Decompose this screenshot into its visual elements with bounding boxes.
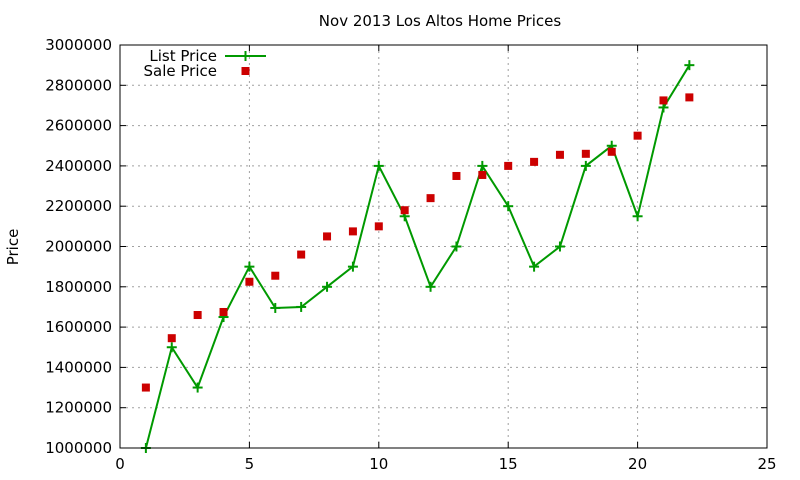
sale-price-point bbox=[555, 150, 564, 159]
list-price-point bbox=[554, 241, 565, 252]
y-tick-label: 3000000 bbox=[45, 36, 112, 54]
list-price-point bbox=[580, 160, 591, 171]
sale-price-point bbox=[581, 149, 590, 158]
y-tick-label: 1000000 bbox=[45, 439, 112, 457]
list-price-point bbox=[166, 342, 177, 353]
sale-price-point bbox=[323, 232, 332, 241]
sale-price-point bbox=[530, 157, 539, 166]
y-tick-label: 2200000 bbox=[45, 197, 112, 215]
list-price-point bbox=[244, 261, 255, 272]
list-price-point bbox=[347, 261, 358, 272]
x-tick-label: 25 bbox=[757, 455, 776, 473]
legend-swatch-list-price bbox=[225, 51, 266, 61]
list-price-point bbox=[296, 301, 307, 312]
list-price-point bbox=[632, 211, 643, 222]
series-sale-price bbox=[141, 93, 694, 392]
sale-price-point bbox=[297, 250, 306, 259]
y-tick-label: 2800000 bbox=[45, 76, 112, 94]
series-list-price bbox=[140, 60, 695, 453]
axis-ticks: 0 5 10 15 20 25 1000000 1200000 1400000 1600000 18… bbox=[45, 36, 776, 473]
legend-label-list-price: List Price bbox=[149, 47, 217, 65]
list-price-point bbox=[529, 261, 540, 272]
legend-label-sale-price: Sale Price bbox=[144, 62, 217, 80]
sale-price-point bbox=[633, 131, 642, 140]
list-price-line bbox=[144, 64, 691, 449]
list-price-point bbox=[192, 382, 203, 393]
y-tick-label: 2000000 bbox=[45, 238, 112, 256]
sale-price-point bbox=[659, 96, 668, 105]
y-tick-label: 1200000 bbox=[45, 399, 112, 417]
sale-price-point bbox=[348, 227, 357, 236]
sale-price-point bbox=[452, 171, 461, 180]
list-price-point bbox=[477, 160, 488, 171]
sale-price-point bbox=[607, 147, 616, 156]
sale-price-point bbox=[685, 93, 694, 102]
y-tick-label: 1600000 bbox=[45, 318, 112, 336]
list-price-point bbox=[270, 302, 281, 313]
sale-price-point bbox=[271, 271, 280, 280]
sale-price-point bbox=[193, 311, 202, 320]
sale-price-point bbox=[426, 194, 435, 203]
x-tick-label: 5 bbox=[245, 455, 255, 473]
list-price-point bbox=[503, 201, 514, 212]
sale-price-point bbox=[219, 307, 228, 316]
legend: List Price Sale Price bbox=[144, 47, 266, 80]
sale-price-point bbox=[245, 277, 254, 286]
sale-price-point bbox=[478, 170, 487, 179]
grid-lines bbox=[120, 45, 767, 448]
list-price-point bbox=[425, 281, 436, 292]
y-tick-label: 2600000 bbox=[45, 117, 112, 135]
legend-plus-marker bbox=[240, 51, 251, 61]
legend-square-marker bbox=[241, 67, 250, 75]
y-axis-label: Price bbox=[4, 229, 22, 266]
list-price-point bbox=[451, 241, 462, 252]
x-tick-label: 10 bbox=[369, 455, 388, 473]
series-layer bbox=[140, 60, 695, 453]
y-tick-label: 2400000 bbox=[45, 157, 112, 175]
y-tick-label: 1400000 bbox=[45, 358, 112, 376]
list-price-point bbox=[373, 160, 384, 171]
chart-title: Nov 2013 Los Altos Home Prices bbox=[319, 12, 562, 30]
x-tick-label: 0 bbox=[115, 455, 125, 473]
sale-price-point bbox=[141, 383, 150, 392]
sale-price-point bbox=[400, 206, 409, 215]
list-price-point bbox=[322, 281, 333, 292]
x-tick-label: 20 bbox=[628, 455, 647, 473]
legend-swatch-sale-price bbox=[241, 67, 250, 75]
sale-price-point bbox=[374, 222, 383, 231]
sale-price-point bbox=[167, 334, 176, 343]
list-price-point bbox=[684, 60, 695, 71]
sale-price-point bbox=[504, 161, 513, 170]
y-tick-label: 1800000 bbox=[45, 278, 112, 296]
x-tick-label: 15 bbox=[499, 455, 518, 473]
